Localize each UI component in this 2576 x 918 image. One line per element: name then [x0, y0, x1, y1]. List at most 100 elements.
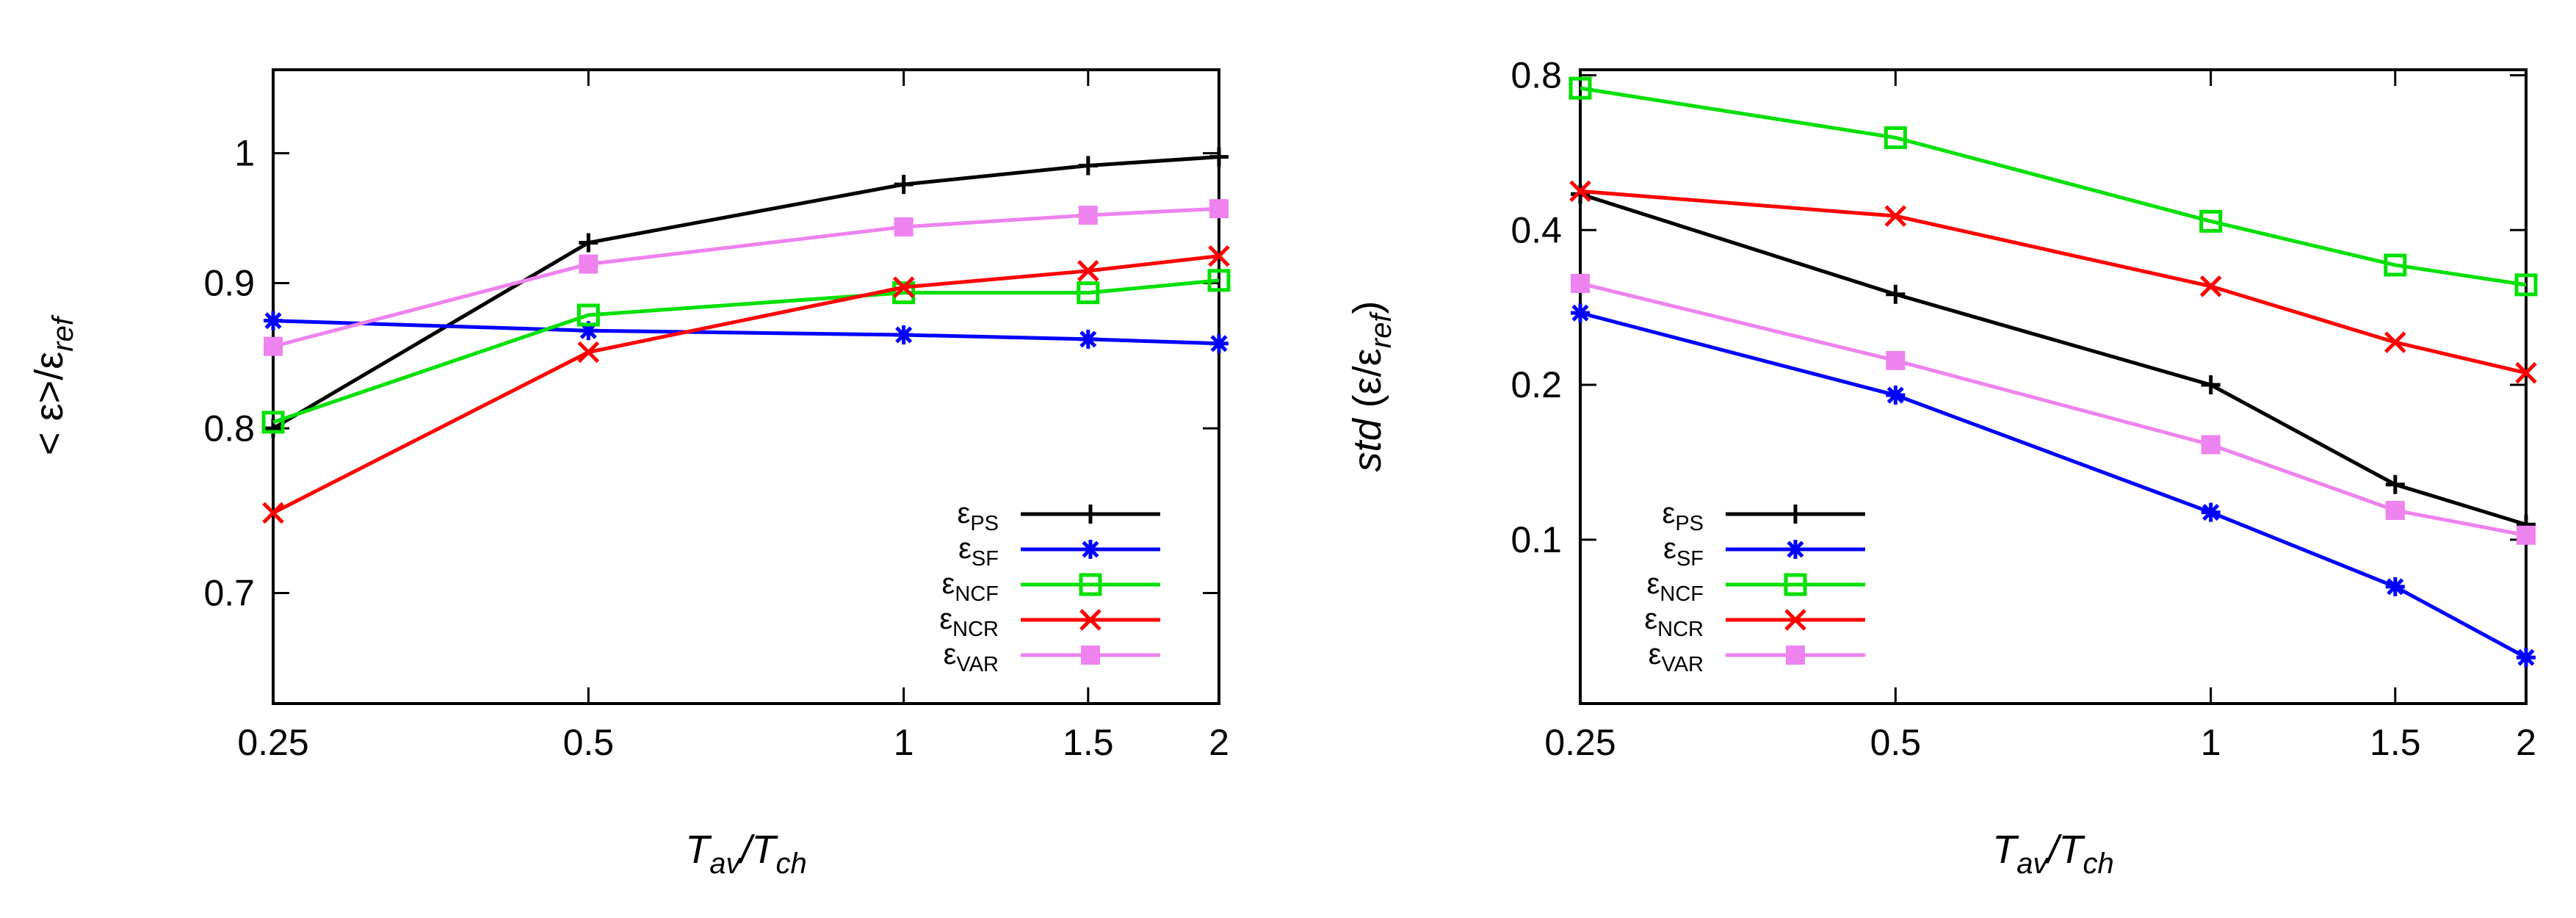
- data-point-ncr: [2515, 361, 2537, 384]
- data-point-ncr: [1884, 205, 1907, 227]
- y-axis-title: < ε>/εref: [27, 314, 79, 455]
- data-point-ps: [894, 175, 913, 195]
- legend-marker: [1081, 505, 1100, 524]
- data-point-ncf: [1077, 281, 1100, 305]
- data-point-sf: [579, 321, 598, 341]
- series-ncr: [1569, 180, 2537, 384]
- legend-label: εVAR: [1649, 638, 1704, 676]
- data-point-ncf: [1884, 126, 1907, 149]
- data-point-ncf: [1569, 76, 1592, 100]
- plot-frame: [1579, 68, 2528, 705]
- data-point-var: [1078, 205, 1098, 225]
- data-point-var: [1886, 350, 1906, 370]
- x-tick-label: 1: [894, 722, 914, 763]
- data-point-ps: [1886, 284, 1906, 304]
- series-line-ps: [1580, 192, 2527, 527]
- data-point-ncr: [1569, 180, 1591, 203]
- data-point-sf: [1209, 333, 1229, 353]
- data-point-var: [2517, 525, 2536, 545]
- y-tick-label: 0.2: [1510, 364, 1562, 405]
- data-point-var: [894, 217, 913, 236]
- data-point-ps: [1209, 147, 1229, 167]
- series-var: [264, 199, 1229, 356]
- legend-marker: [1786, 505, 1805, 524]
- x-tick-label: 1.5: [1063, 722, 1114, 763]
- data-point-sf: [1078, 329, 1098, 349]
- data-point-ncr: [892, 276, 915, 298]
- x-tick-label: 1.5: [2370, 722, 2421, 763]
- data-point-var: [1571, 273, 1590, 293]
- y-tick-label: 0.8: [1510, 55, 1562, 96]
- legend-marker: [1079, 609, 1101, 631]
- series-line-sf: [1580, 311, 2528, 659]
- legend-marker: [1784, 609, 1806, 631]
- data-point-sf: [2385, 577, 2405, 596]
- data-point-sf: [1886, 386, 1906, 405]
- series-line-ncr: [1580, 189, 2527, 375]
- y-tick-label: 0.8: [203, 408, 255, 449]
- data-point-var: [2201, 435, 2221, 455]
- series-ncf: [1569, 76, 2538, 297]
- data-point-ncf: [892, 281, 916, 305]
- x-axis-title: Tav/Tch: [1992, 828, 2114, 880]
- data-point-sf: [2201, 502, 2221, 522]
- data-point-var: [1209, 199, 1229, 219]
- data-point-ncf: [1207, 269, 1231, 292]
- series-ps: [1571, 184, 2536, 535]
- legend-label: εNCR: [1644, 603, 1704, 641]
- data-point-sf: [894, 325, 913, 345]
- y-tick-label: 0.1: [1510, 519, 1562, 560]
- data-point-ncr: [2199, 275, 2222, 297]
- chart-panel-1: 0.25 0.5 1 1.5 2 0.7 0.8 0.9 1 Tav/Tch < ε>/εref εP…: [27, 68, 1231, 880]
- series-line-ncf: [1580, 86, 2527, 287]
- series-line-ncf: [272, 278, 1220, 424]
- x-tick-label: 0.25: [1544, 722, 1616, 763]
- data-point-ncr: [577, 341, 600, 364]
- y-tick-label: 0.9: [203, 263, 255, 304]
- series-ncr: [262, 245, 1230, 524]
- series-line-sf: [272, 319, 1220, 346]
- data-point-ncr: [2384, 331, 2406, 353]
- series-sf: [264, 311, 1229, 353]
- y-tick-label: 1: [234, 133, 255, 174]
- y-tick-label: 0.7: [203, 573, 255, 614]
- data-point-ncr: [262, 502, 284, 524]
- data-point-ncr: [1077, 260, 1099, 282]
- legend-label: εPS: [1662, 497, 1704, 535]
- x-tick-label: 2: [2516, 722, 2536, 763]
- series-line-var: [1580, 281, 2527, 538]
- legend-marker: [1784, 573, 1807, 596]
- y-tick-label: 0.4: [1510, 209, 1562, 250]
- data-point-ncf: [2514, 273, 2538, 297]
- data-point-ps: [1571, 184, 1590, 204]
- data-point-ps: [2201, 375, 2221, 395]
- legend-label: εVAR: [944, 638, 999, 676]
- legend-label: εNCF: [942, 568, 999, 606]
- data-point-ps: [1078, 156, 1098, 176]
- x-tick-label: 0.5: [1870, 722, 1922, 763]
- chart-panel-2: 0.25 0.5 1 1.5 2 0.1 0.2 0.4 0.8 Tav/Tch std (ε/εr…: [1345, 55, 2538, 880]
- series-sf: [1571, 303, 2536, 668]
- data-point-ps: [2385, 474, 2405, 494]
- data-point-sf: [264, 311, 283, 330]
- legend-label: εNCR: [939, 603, 999, 641]
- legend-label: εPS: [957, 497, 999, 535]
- legend-marker: [1786, 646, 1805, 665]
- legend-marker: [1081, 646, 1100, 665]
- legend-label: εSF: [1663, 532, 1704, 571]
- data-point-ncf: [261, 411, 285, 434]
- legend-label: εSF: [958, 532, 999, 571]
- y-axis-title: std (ε/εref): [1345, 301, 1397, 472]
- data-point-ps: [579, 233, 598, 253]
- x-tick-label: 0.25: [237, 722, 308, 763]
- series-var: [1571, 273, 2536, 545]
- plot-frame: [272, 68, 1220, 705]
- data-point-var: [264, 336, 283, 356]
- x-axis-title: Tav/Tch: [685, 828, 807, 880]
- legend-marker: [1786, 540, 1805, 559]
- legend-label: εNCF: [1647, 568, 1704, 606]
- x-tick-label: 0.5: [563, 722, 615, 763]
